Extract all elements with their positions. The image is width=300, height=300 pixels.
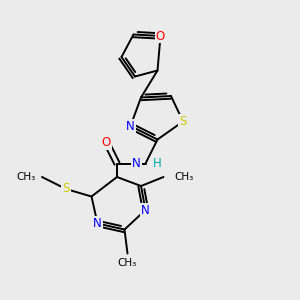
Text: S: S bbox=[179, 115, 187, 128]
Text: N: N bbox=[93, 217, 102, 230]
Text: CH₃: CH₃ bbox=[174, 172, 193, 182]
Text: S: S bbox=[62, 182, 70, 196]
Text: O: O bbox=[156, 29, 165, 43]
Text: O: O bbox=[102, 136, 111, 149]
Text: CH₃: CH₃ bbox=[17, 172, 36, 182]
Text: N: N bbox=[132, 157, 141, 170]
Text: N: N bbox=[126, 119, 135, 133]
Text: N: N bbox=[141, 203, 150, 217]
Text: CH₃: CH₃ bbox=[118, 258, 137, 268]
Text: H: H bbox=[153, 157, 162, 170]
